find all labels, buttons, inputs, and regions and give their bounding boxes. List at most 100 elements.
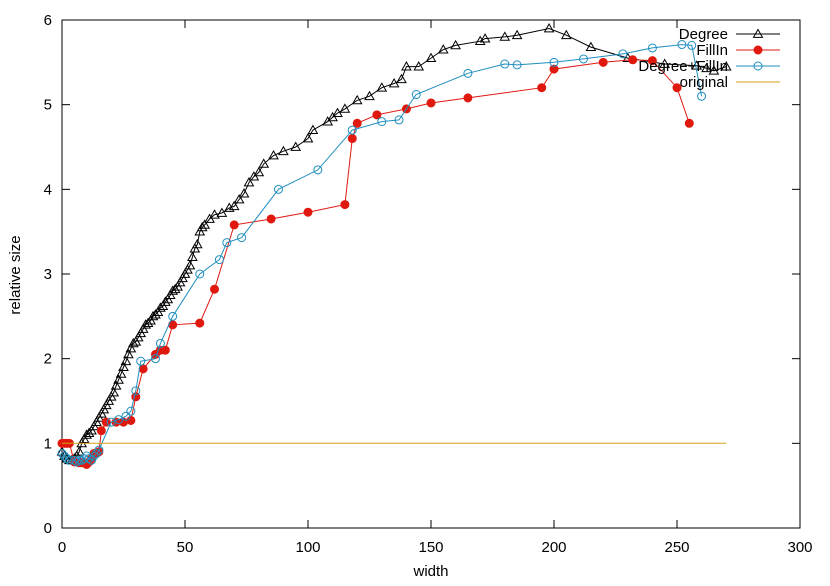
- data-point-degree: [499, 31, 511, 41]
- x-tick-label: 0: [58, 539, 66, 556]
- x-tick-label: 150: [418, 539, 443, 556]
- x-tick-label: 200: [541, 539, 566, 556]
- series-degree: [56, 22, 732, 465]
- series-layer: [56, 22, 732, 469]
- data-point-degree: [396, 73, 407, 84]
- series-line-fillin: [62, 59, 690, 466]
- data-point-degree-fillin: [87, 455, 97, 465]
- data-point-fillin: [266, 214, 276, 224]
- data-point-fillin: [229, 220, 239, 230]
- data-point-degree: [253, 166, 265, 177]
- axis-ticks: 0 50 100 150 200 250 300 0 1 2 3 4 5 6: [44, 12, 813, 556]
- data-point-degree-fillin: [647, 43, 657, 53]
- data-point-degree-fillin: [69, 455, 79, 465]
- data-point-degree-fillin: [136, 356, 146, 366]
- data-point-degree-fillin: [168, 311, 178, 321]
- data-point-fillin: [96, 426, 106, 436]
- legend-label: Degree+FillIn: [638, 58, 728, 75]
- data-point-degree: [155, 302, 166, 312]
- series-line-degree-fillin: [61, 44, 703, 463]
- data-point-degree-fillin: [313, 165, 323, 175]
- data-point-degree-fillin: [697, 91, 707, 101]
- series-degree-fillin: [57, 40, 707, 467]
- data-point-degree: [169, 283, 181, 294]
- data-point-degree-fillin: [394, 115, 404, 125]
- data-point-degree: [543, 22, 555, 33]
- data-point-degree: [150, 309, 161, 319]
- data-point-degree-fillin: [579, 54, 589, 64]
- data-point-degree: [73, 446, 85, 456]
- data-point-degree-fillin: [131, 386, 141, 396]
- data-point-fillin: [126, 415, 136, 425]
- data-point-degree-fillin: [500, 59, 510, 69]
- data-point-degree: [59, 450, 70, 460]
- data-point-degree: [199, 219, 211, 229]
- data-point-degree-fillin: [549, 57, 559, 67]
- data-point-degree-fillin: [94, 445, 104, 455]
- data-point-degree-fillin: [74, 455, 84, 465]
- data-point-degree: [401, 61, 412, 71]
- data-point-degree: [376, 82, 388, 92]
- data-point-degree: [659, 58, 671, 68]
- data-point-degree-fillin: [150, 354, 160, 364]
- x-tick-label: 50: [177, 539, 194, 556]
- data-point-fillin: [537, 83, 547, 93]
- legend-marker: [753, 61, 763, 71]
- data-point-fillin: [684, 118, 694, 128]
- y-tick-label: 4: [44, 181, 52, 198]
- data-point-fillin: [463, 93, 473, 103]
- data-point-degree: [307, 124, 319, 134]
- data-point-degree: [209, 209, 220, 219]
- legend-marker: [752, 28, 764, 38]
- data-point-degree: [216, 207, 228, 217]
- x-tick-label: 100: [295, 539, 320, 556]
- data-point-fillin: [347, 134, 357, 144]
- data-point-fillin: [101, 417, 111, 427]
- data-point-degree-fillin: [121, 411, 131, 421]
- data-point-degree: [351, 94, 363, 105]
- data-point-degree: [123, 348, 134, 359]
- data-point-degree: [108, 387, 120, 397]
- data-point-degree: [511, 29, 523, 40]
- y-tick-label: 3: [44, 266, 52, 283]
- data-point-degree-fillin: [72, 457, 82, 467]
- data-point-degree-fillin: [347, 125, 357, 135]
- data-point-degree-fillin: [214, 255, 224, 265]
- x-tick-label: 250: [664, 539, 689, 556]
- data-point-degree: [142, 317, 154, 327]
- data-point-degree-fillin: [126, 406, 136, 416]
- data-point-degree: [425, 52, 437, 62]
- data-point-degree: [191, 238, 203, 249]
- data-point-fillin: [372, 110, 382, 120]
- data-point-fillin: [303, 207, 313, 217]
- data-point-degree: [479, 33, 491, 43]
- data-point-fillin: [195, 318, 205, 328]
- legend-label: FillIn: [696, 42, 728, 59]
- series-fillin: [57, 55, 694, 469]
- data-point-degree: [118, 361, 129, 372]
- legend-entry-degree: Degree: [679, 26, 780, 43]
- legend-marker: [753, 45, 763, 55]
- data-point-degree: [364, 90, 375, 101]
- data-point-degree: [413, 61, 425, 71]
- data-point-fillin: [340, 200, 350, 210]
- data-point-degree: [196, 221, 208, 232]
- data-point-degree: [339, 103, 351, 113]
- y-tick-label: 5: [44, 97, 52, 114]
- x-axis-label: width: [412, 563, 448, 580]
- legend-entry-degree-fillin: Degree+FillIn: [638, 58, 780, 75]
- data-point-degree: [708, 65, 720, 75]
- data-point-fillin: [628, 55, 638, 65]
- data-point-degree: [83, 427, 95, 438]
- data-point-degree: [243, 177, 255, 187]
- data-point-degree-fillin: [411, 90, 421, 100]
- data-point-degree-fillin: [377, 117, 387, 127]
- data-point-degree: [184, 260, 196, 270]
- data-point-degree: [233, 193, 245, 204]
- data-point-degree: [110, 380, 122, 390]
- data-point-degree: [450, 39, 461, 50]
- data-point-degree: [187, 251, 198, 261]
